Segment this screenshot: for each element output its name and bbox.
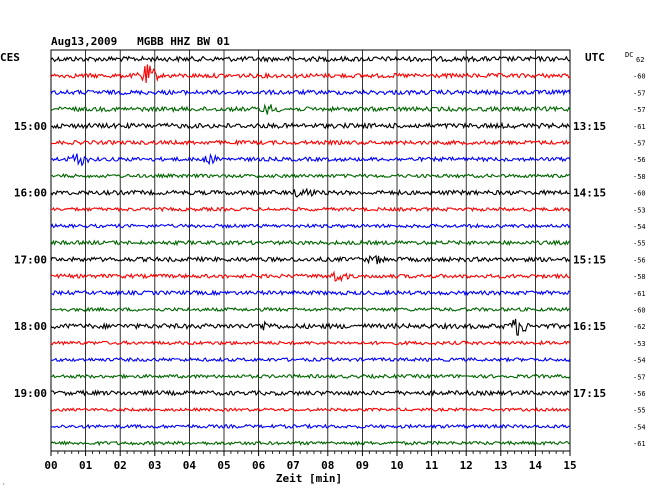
trace-offset-label: -57 [633,89,646,97]
right-hour-label: 15:15 [573,253,606,266]
svg-text:·: · [2,481,6,488]
x-tick-label: 13 [494,459,507,472]
trace-line-2 [50,88,571,97]
seismic-traces [50,55,571,447]
trace-offset-label: -58 [633,173,646,181]
trace-line-1 [50,64,571,84]
trace-offset-label: -56 [633,156,646,164]
trace-line-7 [50,172,570,179]
trace-line-17 [50,339,571,346]
trace-line-4 [50,121,571,130]
trace-offset-label: -60 [633,307,646,315]
trace-line-3 [50,103,571,115]
trace-line-16 [50,318,571,337]
trace-offset-label: -56 [633,256,646,264]
trace-offset-label: -61 [633,440,646,448]
trace-offset-label: -61 [633,123,646,131]
trace-offset-label: -55 [633,240,646,248]
left-timezone-label: CES [0,51,20,64]
trace-offset-label: -54 [633,423,646,431]
trace-offset-label: -54 [633,223,646,231]
trace-line-18 [50,356,571,363]
trace-offset-label: -53 [633,340,646,348]
x-tick-label: 00 [44,459,57,472]
chart-title: Aug13,2009 MGBB HHZ BW 01 [51,35,230,48]
trace-line-23 [50,440,571,447]
x-tick-label: 05 [217,459,230,472]
trace-offset-label: -53 [633,206,646,214]
trace-offset-label: -57 [633,373,646,381]
trace-line-22 [50,423,571,430]
x-tick-label: 11 [425,459,439,472]
first-dc-value: 62 [636,56,644,64]
trace-line-14 [50,289,571,297]
trace-line-10 [50,222,571,229]
x-tick-label: 10 [390,459,403,472]
trace-offset-label: -60 [633,190,646,198]
x-tick-label: 07 [287,459,300,472]
trace-line-20 [50,389,571,397]
left-hour-label: 16:00 [14,187,47,200]
trace-offset-label: -57 [633,140,646,148]
trace-line-8 [50,187,571,198]
left-hour-label: 19:00 [14,387,47,400]
right-hour-label: 14:15 [573,187,606,200]
trace-offset-label: -56 [633,390,646,398]
trace-line-13 [50,270,571,283]
trace-line-21 [50,407,571,413]
right-hour-label: 17:15 [573,387,606,400]
left-hour-label: 15:00 [14,120,47,133]
trace-line-12 [50,254,571,265]
trace-offset-label: -60 [633,73,646,81]
x-axis-label: Zeit [min] [276,472,342,485]
trace-line-6 [50,153,571,167]
trace-offset-label: -54 [633,357,646,365]
x-tick-label: 14 [529,459,543,472]
x-tick-label: 03 [148,459,161,472]
trace-line-15 [50,306,571,313]
x-tick-label: 04 [183,459,197,472]
x-tick-label: 01 [79,459,93,472]
x-tick-label: 02 [114,459,127,472]
right-timezone-label: UTC [585,51,605,64]
minute-grid [50,49,571,456]
trace-line-0 [50,55,571,64]
x-tick-label: 15 [563,459,576,472]
right-hour-label: 16:15 [573,320,606,333]
trace-line-5 [50,139,571,147]
trace-line-11 [50,239,571,247]
x-tick-label: 09 [356,459,369,472]
trace-offset-label: -61 [633,290,646,298]
x-tick-label: 08 [321,459,334,472]
trace-offset-label: -58 [633,273,646,281]
left-hour-label: 18:00 [14,320,47,333]
trace-line-9 [50,206,571,213]
trace-line-19 [50,373,571,380]
x-tick-label: 12 [460,459,473,472]
left-hour-label: 17:00 [14,253,47,266]
trace-offset-label: -57 [633,106,646,114]
trace-offset-label: -62 [633,323,646,331]
dc-label: DC [625,51,633,59]
trace-offset-label: -55 [633,407,646,415]
axis-labels: 00 01 02 03 04 05 06 07 08 09 10 11 12 13 14 15 -60 -57 -5… [14,73,646,472]
x-tick-label: 06 [252,459,266,472]
right-hour-label: 13:15 [573,120,606,133]
